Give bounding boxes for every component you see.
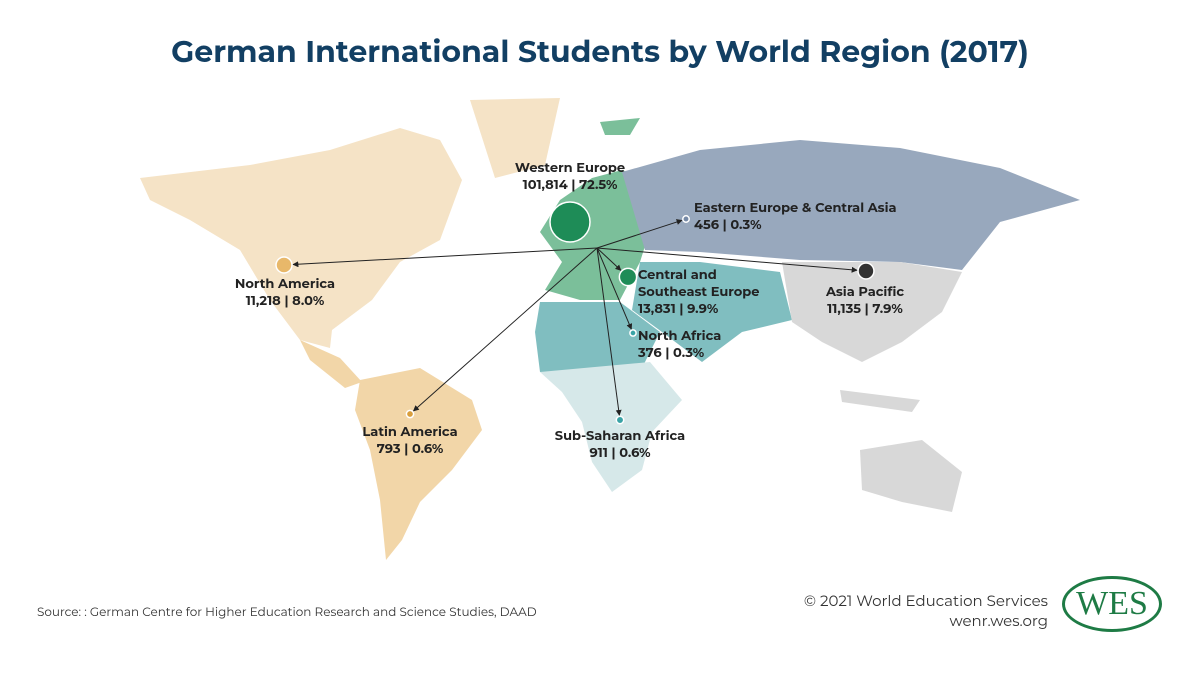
region-name: Central and Southeast Europe bbox=[638, 267, 760, 300]
bubble bbox=[615, 415, 625, 425]
region-value: 11,218 | 8.0% bbox=[245, 293, 325, 309]
region-label: Eastern Europe & Central Asia 456 | 0.3% bbox=[694, 200, 924, 234]
bubble bbox=[405, 409, 415, 419]
region-name: Eastern Europe & Central Asia bbox=[694, 200, 897, 216]
arrow bbox=[596, 247, 622, 416]
region-name: Latin America bbox=[362, 424, 458, 440]
region-value: 13,831 | 9.9% bbox=[638, 301, 719, 317]
region-label: Central and Southeast Europe 13,831 | 9.9… bbox=[638, 267, 788, 318]
region-label: Latin America 793 | 0.6% bbox=[330, 424, 490, 458]
arrow bbox=[412, 247, 598, 412]
region-label: North Africa 376 | 0.3% bbox=[638, 328, 788, 362]
bubble bbox=[682, 215, 690, 223]
region-name: Sub-Saharan Africa bbox=[554, 428, 686, 444]
region-value: 376 | 0.3% bbox=[638, 345, 705, 361]
copyright: © 2021 World Education Services bbox=[803, 591, 1048, 610]
website: wenr.wes.org bbox=[949, 611, 1049, 630]
arrow bbox=[596, 247, 633, 330]
region-value: 101,814 | 72.5% bbox=[522, 177, 618, 193]
region-label: Asia Pacific 11,135 | 7.9% bbox=[790, 284, 940, 318]
bubble bbox=[549, 201, 591, 243]
bubble bbox=[618, 267, 638, 287]
arrow bbox=[292, 247, 598, 268]
region-label: Sub-Saharan Africa 911 | 0.6% bbox=[520, 428, 720, 462]
region-name: North America bbox=[234, 276, 336, 292]
region-label: Western Europe 101,814 | 72.5% bbox=[470, 160, 670, 194]
bubble bbox=[629, 329, 637, 337]
arrow bbox=[596, 247, 622, 271]
title: German International Students by World R… bbox=[171, 33, 1029, 70]
region-value: 11,135 | 7.9% bbox=[827, 301, 903, 317]
region-name: Western Europe bbox=[514, 160, 626, 176]
region-value: 793 | 0.6% bbox=[376, 441, 444, 457]
bubble bbox=[275, 256, 293, 274]
logo: WES bbox=[1062, 576, 1162, 632]
region-value: 911 | 0.6% bbox=[589, 445, 651, 461]
arrow bbox=[596, 247, 858, 273]
region-name: North Africa bbox=[638, 328, 722, 344]
region-value: 456 | 0.3% bbox=[694, 217, 762, 233]
region-label: North America 11,218 | 8.0% bbox=[200, 276, 370, 310]
source: Source: : German Centre for Higher Educa… bbox=[37, 605, 537, 620]
region-name: Asia Pacific bbox=[825, 284, 905, 300]
bubble bbox=[857, 262, 875, 280]
landmass bbox=[140, 98, 1080, 560]
arrow bbox=[596, 219, 683, 249]
